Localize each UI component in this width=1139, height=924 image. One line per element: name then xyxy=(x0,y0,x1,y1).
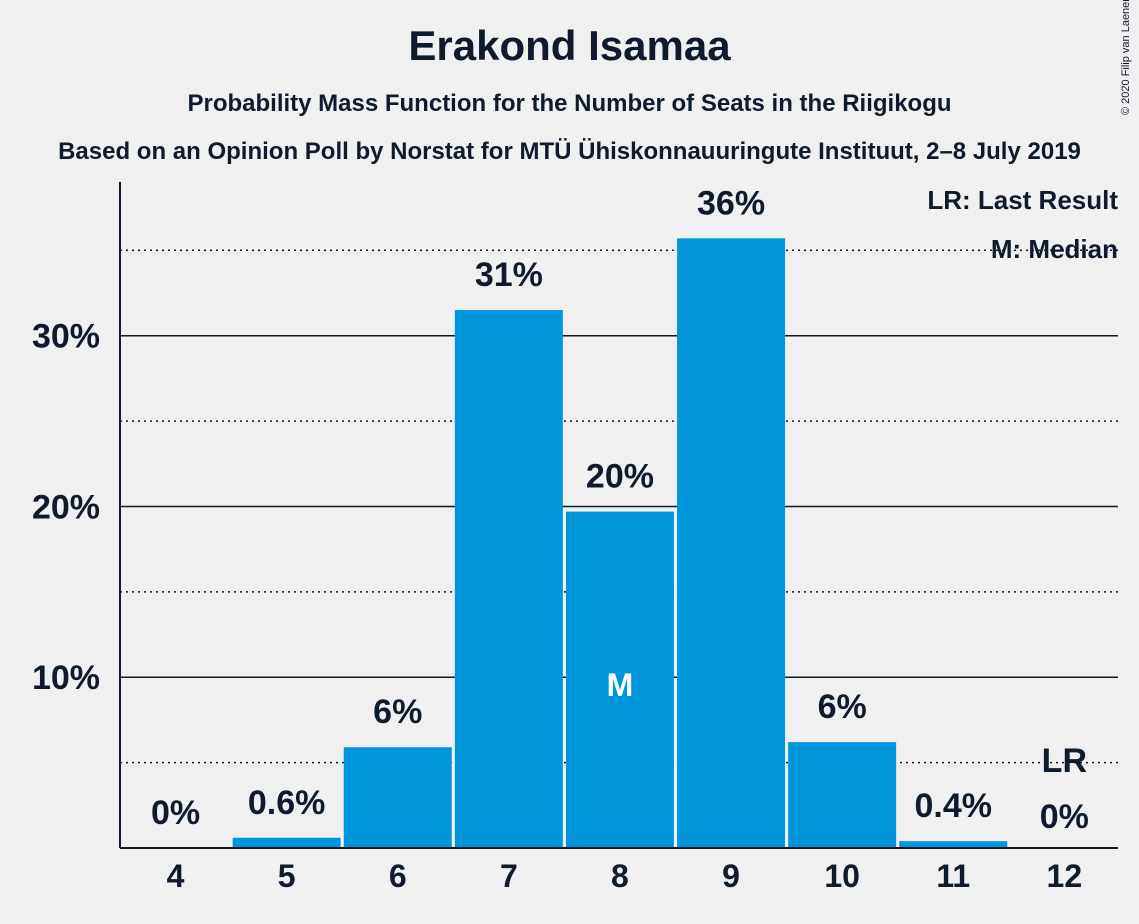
y-tick-label: 10% xyxy=(32,659,100,697)
chart-source-subtitle: Based on an Opinion Poll by Norstat for … xyxy=(58,138,1081,165)
data-label: 6% xyxy=(373,693,422,731)
data-label: 0.4% xyxy=(915,787,993,825)
legend-last-result: LR: Last Result xyxy=(927,185,1118,215)
bar xyxy=(899,841,1008,848)
data-label: 0.6% xyxy=(248,784,326,822)
bar xyxy=(232,837,341,848)
x-tick-label: 8 xyxy=(611,858,629,894)
chart-subtitle: Probability Mass Function for the Number… xyxy=(187,90,952,117)
last-result-marker: LR xyxy=(1042,742,1087,780)
chart-title: Erakond Isamaa xyxy=(408,22,731,69)
data-label: 6% xyxy=(818,688,867,726)
bar xyxy=(343,747,452,848)
x-tick-label: 11 xyxy=(936,858,970,894)
x-tick-label: 10 xyxy=(824,858,860,894)
bar xyxy=(454,310,563,849)
y-tick-label: 20% xyxy=(32,488,100,526)
bar xyxy=(677,238,786,848)
data-label: 0% xyxy=(151,794,200,832)
legend-median: M: Median xyxy=(991,234,1118,264)
data-label: 0% xyxy=(1040,798,1089,836)
x-tick-label: 5 xyxy=(278,858,296,894)
x-tick-label: 9 xyxy=(722,858,740,894)
data-label: 36% xyxy=(697,184,765,222)
median-marker: M xyxy=(607,667,634,703)
x-tick-label: 7 xyxy=(500,858,518,894)
bar xyxy=(788,742,897,848)
bar xyxy=(565,511,674,848)
data-label: 20% xyxy=(586,458,654,496)
x-tick-label: 6 xyxy=(389,858,407,894)
y-tick-label: 30% xyxy=(32,318,100,356)
data-label: 31% xyxy=(475,256,543,294)
x-tick-label: 12 xyxy=(1047,858,1083,894)
x-tick-label: 4 xyxy=(167,858,185,894)
